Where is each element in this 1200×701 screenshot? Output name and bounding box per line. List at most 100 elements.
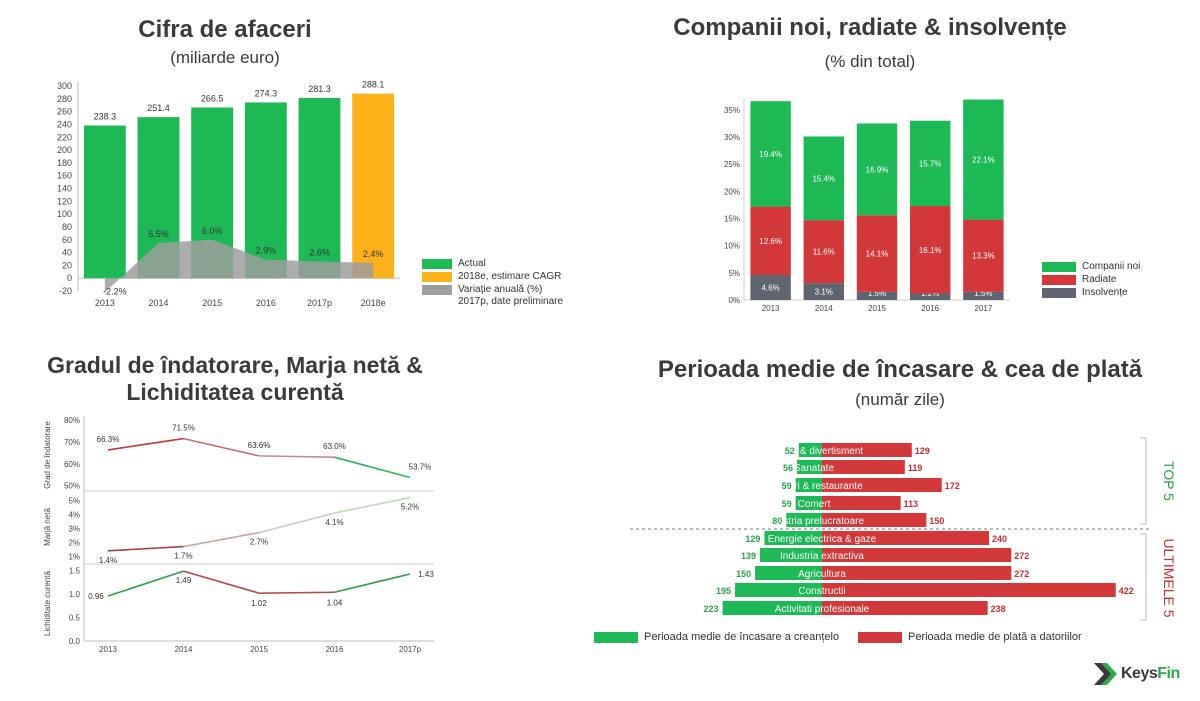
stack-segment <box>750 275 791 300</box>
legend-label: 2018e, estimare CAGR <box>458 271 562 282</box>
legend-swatch-collection <box>594 631 638 643</box>
stack-segment <box>856 291 898 300</box>
point-label: 1.43 <box>418 570 434 579</box>
segment-label: 15.4% <box>812 174 835 183</box>
series-line <box>107 545 184 552</box>
industry-label: Cultura & divertisment <box>765 446 864 457</box>
payment-value: 172 <box>945 481 960 491</box>
bottom5-bracket <box>1140 533 1147 621</box>
legend-swatch-payment <box>858 631 902 643</box>
x-tick-label: 2016 <box>921 304 939 313</box>
payment-value: 238 <box>991 604 1006 614</box>
y-tick-label: 5% <box>68 496 80 505</box>
panel-ylabel: Marjă netă <box>43 508 52 546</box>
payment-value: 119 <box>908 463 923 473</box>
collection-value: 129 <box>745 534 760 544</box>
point-label: 63.6% <box>248 441 271 450</box>
legend-label: Actual <box>458 258 486 269</box>
point-label: 1.02 <box>251 599 267 608</box>
segment-label: 3.1% <box>815 288 833 297</box>
series-line <box>107 437 184 451</box>
y-tick-label: 280 <box>57 94 72 104</box>
legend-new: Companii noi <box>1042 261 1140 272</box>
industry-label: Sanatate <box>794 463 834 474</box>
turnover-subtitle: (miliarde euro) <box>170 48 280 67</box>
payment-value: 272 <box>1014 551 1029 561</box>
segment-label: 1.2% <box>921 289 939 298</box>
payment-bar <box>822 548 1012 562</box>
y-tick-label: 80 <box>62 222 72 232</box>
industry-label: Hoteluri & restaurante <box>765 481 863 492</box>
panel-ylabel: Grad de îndatorare <box>43 421 52 489</box>
payment-bar <box>822 601 988 615</box>
legend-label: Radiate <box>1082 274 1117 285</box>
stack-segment <box>909 206 951 294</box>
payment-bar <box>822 478 942 492</box>
payment-value: 150 <box>929 516 944 526</box>
collection-value: 59 <box>782 481 792 491</box>
x-tick-label: 2013 <box>762 304 780 313</box>
legend-collection: Perioada medie de încasare a creanțelo <box>594 631 839 643</box>
x-tick-label: 2014 <box>815 304 833 313</box>
payment-bar <box>822 513 927 527</box>
bar-value-label: 281.3 <box>308 84 331 94</box>
segment-label: 1.5% <box>974 289 992 298</box>
legend-swatch-insolvency <box>1042 287 1076 298</box>
point-label: 1.04 <box>327 598 343 607</box>
growth-label: 5.5% <box>148 229 169 239</box>
segment-label: 1.5% <box>868 289 886 298</box>
top5-bracket <box>1140 437 1147 525</box>
payment-value: 422 <box>1119 586 1134 596</box>
growth-area <box>104 239 374 293</box>
legend-swatch-actual <box>422 258 452 269</box>
point-label: 63.0% <box>323 442 346 451</box>
stack-segment <box>963 291 1004 300</box>
x-tick-label: 2017p <box>399 645 422 654</box>
collection-value: 139 <box>741 551 756 561</box>
collection-bar <box>798 443 822 457</box>
y-tick-label: 35% <box>724 106 740 115</box>
y-tick-label: 120 <box>57 196 72 206</box>
segment-label: 11.6% <box>813 248 835 257</box>
collection-bar <box>797 460 822 474</box>
collection-bar <box>786 513 822 527</box>
legend-label: 2017p, date preliminare <box>458 296 564 307</box>
companies-subtitle: (% din total) <box>824 52 916 71</box>
y-tick-label: 1.0 <box>69 590 81 599</box>
collection-bar <box>795 496 822 510</box>
segment-label: 16.9% <box>866 165 889 174</box>
payment-bar <box>822 583 1116 597</box>
y-tick-label: 15% <box>724 215 740 224</box>
growth-label: 6.0% <box>202 226 223 236</box>
collection-value: 150 <box>736 569 751 579</box>
legend-label: Perioada medie de încasare a creanțelo <box>644 631 840 643</box>
series-line <box>258 591 335 594</box>
segment-label: 4.6% <box>761 284 779 293</box>
y-tick-label: 240 <box>57 119 72 129</box>
industry-label: Energie electrica & gaze <box>768 534 877 545</box>
legend-label: Perioada medie de plată a datoriilor <box>908 631 1082 643</box>
bar <box>298 97 341 279</box>
legend-swatch-struck <box>1042 274 1076 285</box>
segment-label: 14.1% <box>866 250 889 259</box>
segment-label: 12.6% <box>759 237 782 246</box>
bar-value-label: 288.1 <box>362 80 385 90</box>
industry-label: Constructii <box>798 586 845 597</box>
collection-value: 56 <box>783 463 793 473</box>
y-tick-label: 25% <box>724 160 740 169</box>
growth-label: -2.2% <box>103 286 127 296</box>
point-label: 1.49 <box>176 576 192 585</box>
point-label: 1.4% <box>99 556 117 565</box>
legend-growth: Variație anuală (%) <box>422 284 542 295</box>
industry-label: Activitati profesionale <box>775 604 870 615</box>
payment-bar <box>822 460 905 474</box>
segment-label: 22.1% <box>972 156 995 165</box>
stack-segment <box>856 215 898 292</box>
payment-bar <box>822 531 990 545</box>
industry-label: Agricultura <box>798 569 846 580</box>
point-label: 66.3% <box>97 435 120 444</box>
growth-label: 2.4% <box>363 249 384 259</box>
x-tick-label: 2015 <box>868 304 886 313</box>
x-tick-label: 2013 <box>95 298 115 308</box>
